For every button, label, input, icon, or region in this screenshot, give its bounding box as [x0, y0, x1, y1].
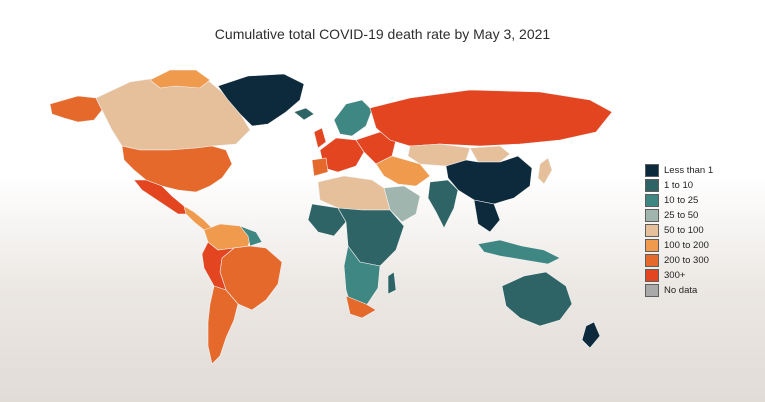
region-australia[interactable] — [501, 271, 573, 327]
region-central-america[interactable] — [183, 205, 213, 231]
region-china[interactable] — [445, 155, 533, 205]
region-central-africa[interactable] — [337, 207, 405, 267]
region-iberia[interactable] — [311, 157, 329, 177]
legend-swatch — [645, 194, 659, 207]
region-turkey-iran[interactable] — [375, 155, 431, 187]
region-madagascar[interactable] — [387, 271, 397, 295]
legend-item: 1 to 10 — [645, 179, 713, 192]
region-argentina-chile[interactable] — [207, 285, 239, 365]
region-southeast-asia[interactable] — [473, 199, 501, 233]
legend-label: 50 to 100 — [664, 225, 704, 236]
legend-label: 300+ — [664, 270, 686, 281]
legend-swatch — [645, 269, 659, 282]
region-japan[interactable] — [537, 157, 553, 185]
legend-label: Less than 1 — [664, 165, 714, 176]
legend-swatch — [645, 239, 659, 252]
region-india[interactable] — [427, 179, 459, 229]
map-title: Cumulative total COVID-19 death rate by … — [214, 26, 551, 42]
legend-item: 100 to 200 — [645, 239, 713, 252]
legend-label: 10 to 25 — [664, 195, 699, 206]
legend-item: 50 to 100 — [645, 224, 713, 237]
legend-label: 1 to 10 — [664, 180, 694, 191]
legend-item: 200 to 300 — [645, 254, 713, 267]
region-greenland[interactable] — [217, 73, 305, 127]
legend-label: 100 to 200 — [664, 240, 709, 251]
region-mongolia[interactable] — [469, 145, 511, 163]
region-usa[interactable] — [121, 145, 233, 193]
legend-swatch — [645, 284, 659, 297]
legend-swatch — [645, 254, 659, 267]
legend-label: 200 to 300 — [664, 255, 709, 266]
legend-item: Less than 1 — [645, 164, 713, 177]
region-indonesia[interactable] — [477, 239, 561, 265]
region-peru-bolivia[interactable] — [201, 241, 235, 291]
legend-swatch — [645, 179, 659, 192]
legend-label: 25 to 50 — [664, 210, 699, 221]
region-north-africa[interactable] — [317, 175, 391, 211]
legend-item: 300+ — [645, 269, 713, 282]
legend-item: 10 to 25 — [645, 194, 713, 207]
legend-label: No data — [664, 285, 698, 296]
legend: Less than 1 1 to 10 10 to 25 25 to 50 50… — [645, 164, 713, 297]
region-canada-arctic-islands[interactable] — [149, 69, 211, 89]
region-new-zealand[interactable] — [581, 321, 601, 349]
legend-swatch — [645, 224, 659, 237]
legend-swatch — [645, 209, 659, 222]
region-scandinavia[interactable] — [333, 99, 373, 137]
legend-item: 25 to 50 — [645, 209, 713, 222]
region-guianas[interactable] — [239, 225, 263, 247]
legend-item: No data — [645, 284, 713, 297]
region-alaska[interactable] — [49, 95, 103, 123]
legend-swatch — [645, 164, 659, 177]
region-russia[interactable] — [369, 89, 613, 147]
region-uk[interactable] — [313, 127, 327, 149]
region-south-africa[interactable] — [345, 295, 377, 319]
region-iceland[interactable] — [293, 107, 315, 121]
